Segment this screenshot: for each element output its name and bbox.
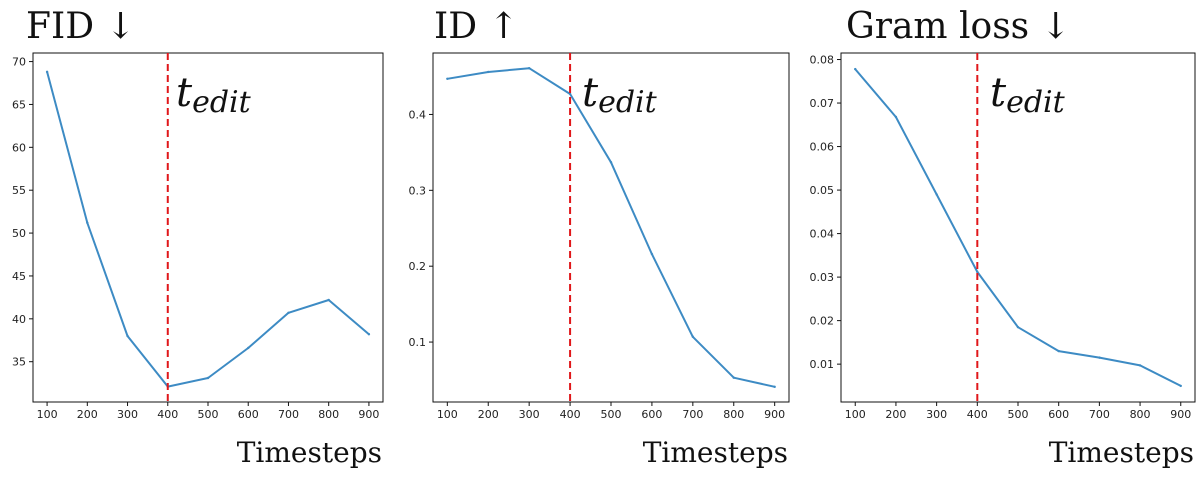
x-tick-label: 900 <box>1170 408 1191 421</box>
data-point <box>732 376 735 379</box>
y-tick-label: 45 <box>12 270 26 283</box>
data-point <box>894 115 898 119</box>
t-edit-label: tedit <box>990 70 1066 120</box>
y-tick-label: 0.05 <box>810 184 835 197</box>
y-tick-label: 0.01 <box>810 358 835 371</box>
x-tick-label: 500 <box>601 408 622 421</box>
y-tick-label: 55 <box>12 184 26 197</box>
id-chart: ID ↑ 100 200 300 400 500 600 700 800 900 0.1 0.2 0.3… <box>409 6 790 469</box>
data-point <box>1138 364 1142 367</box>
x-tick-label: 200 <box>885 408 906 421</box>
data-point <box>446 77 449 80</box>
data-point <box>1016 325 1020 329</box>
t-edit-label: tedit <box>582 70 658 120</box>
y-tick-label: 0.1 <box>409 336 427 349</box>
x-axis-label: Timesteps <box>237 436 382 469</box>
y-tick-label: 65 <box>12 98 26 111</box>
x-axis-label: Timesteps <box>643 436 788 469</box>
data-point <box>1179 384 1182 388</box>
data-point <box>487 70 490 74</box>
x-tick-label: 100 <box>37 408 58 421</box>
y-tick-label: 35 <box>12 356 26 369</box>
y-tick-label: 0.3 <box>409 184 427 197</box>
y-tick-label: 50 <box>12 227 26 240</box>
x-axis-label: Timesteps <box>1049 436 1194 469</box>
data-point <box>327 298 330 302</box>
data-point <box>367 333 371 336</box>
x-tick-label: 800 <box>723 408 744 421</box>
x-tick-label: 600 <box>641 408 662 421</box>
x-tick-label: 300 <box>926 408 947 421</box>
y-tick-label: 0.08 <box>810 54 835 67</box>
x-tick-label: 300 <box>117 408 138 421</box>
x-tick-label: 600 <box>1048 408 1069 421</box>
y-tick-label: 0.07 <box>810 97 835 110</box>
chart-title: Gram loss ↓ <box>846 6 1071 47</box>
data-point <box>45 70 49 74</box>
y-tick-label: 0.2 <box>409 260 427 273</box>
data-point <box>854 67 857 71</box>
x-tick-label: 400 <box>560 408 581 421</box>
x-tick-label: 900 <box>358 408 379 421</box>
y-tick-label: 0.4 <box>409 108 427 121</box>
id-panel: ID ↑ 100 200 300 400 500 600 700 800 900 0.1 0.2 0.3… <box>400 0 800 478</box>
x-tick-label: 100 <box>845 408 866 421</box>
y-tick-label: 0.04 <box>810 228 835 241</box>
data-point <box>126 334 129 338</box>
y-tick-label: 40 <box>12 313 26 326</box>
x-tick-label: 200 <box>478 408 499 421</box>
data-point <box>1098 356 1101 359</box>
data-point <box>247 346 250 350</box>
x-tick-label: 200 <box>77 408 98 421</box>
data-point <box>527 66 531 70</box>
x-tick-label: 800 <box>318 408 339 421</box>
t-edit-label: tedit <box>176 70 252 120</box>
y-tick-label: 70 <box>12 56 26 69</box>
data-point <box>935 193 938 196</box>
data-point <box>976 270 979 274</box>
y-tick-label: 0.02 <box>810 315 835 328</box>
x-tick-label: 100 <box>437 408 458 421</box>
x-tick-label: 900 <box>764 408 785 421</box>
x-tick-label: 700 <box>278 408 299 421</box>
fid-panel: FID ↓ 100 200 300 400 500 600 700 800 900 35 40 45 50… <box>0 0 400 478</box>
data-point <box>691 335 695 338</box>
data-point <box>773 385 776 389</box>
x-tick-label: 700 <box>682 408 703 421</box>
data-point <box>287 311 290 315</box>
gram-loss-chart: Gram loss ↓ 100 200 300 400 500 600 700 800 900 0.… <box>810 6 1196 469</box>
y-tick-label: 0.03 <box>810 271 835 284</box>
x-tick-label: 500 <box>1008 408 1029 421</box>
data-point <box>568 92 572 96</box>
x-tick-label: 700 <box>1089 408 1110 421</box>
x-tick-label: 800 <box>1130 408 1151 421</box>
fid-chart: FID ↓ 100 200 300 400 500 600 700 800 900 35 40 45 50… <box>12 6 384 469</box>
y-tick-label: 0.06 <box>810 141 835 154</box>
data-point <box>609 161 613 164</box>
data-point <box>206 376 210 380</box>
gram-loss-panel: Gram loss ↓ 100 200 300 400 500 600 700 800 900 0.… <box>800 0 1200 478</box>
chart-title: FID ↓ <box>26 6 136 47</box>
data-point <box>1057 349 1060 353</box>
chart-title: ID ↑ <box>434 6 519 47</box>
x-tick-label: 400 <box>157 408 178 421</box>
x-tick-label: 500 <box>198 408 219 421</box>
data-point <box>650 252 654 256</box>
x-tick-label: 600 <box>238 408 259 421</box>
x-tick-label: 300 <box>519 408 540 421</box>
data-point <box>86 221 89 224</box>
x-tick-label: 400 <box>967 408 988 421</box>
y-tick-label: 60 <box>12 141 26 154</box>
